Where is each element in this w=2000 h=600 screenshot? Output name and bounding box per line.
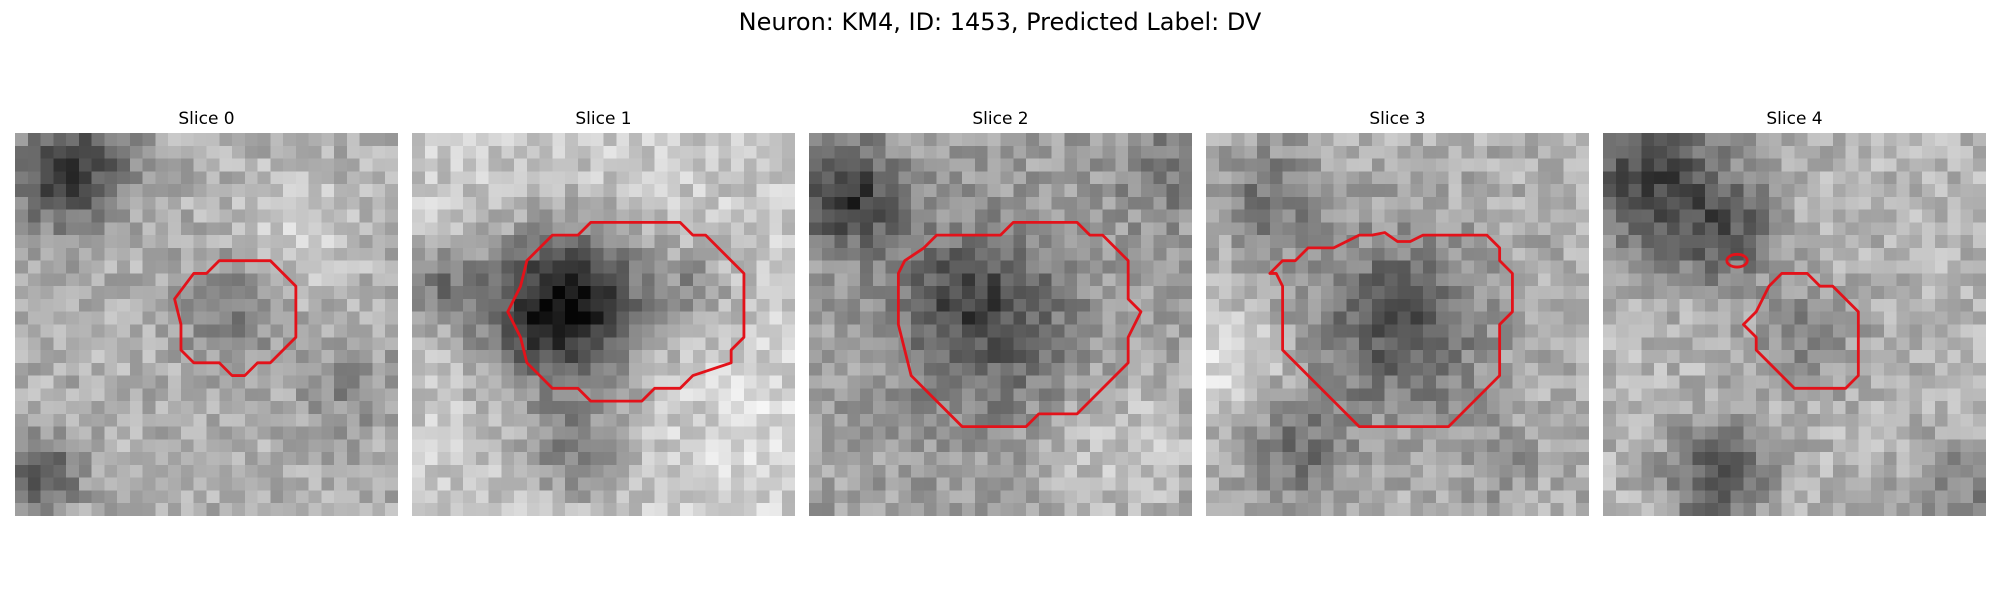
roi-contour-overlay-4 xyxy=(1725,252,1860,390)
slice-image-3 xyxy=(1206,133,1589,516)
slice-grayscale-image-0 xyxy=(15,133,398,516)
roi-contour-overlay-2 xyxy=(896,220,1143,429)
slice-grayscale-image-3 xyxy=(1206,133,1589,516)
slice-title-3: Slice 3 xyxy=(1369,109,1426,129)
roi-contour-small xyxy=(1725,252,1749,269)
roi-contour-overlay-1 xyxy=(506,220,746,403)
slice-panel-3: Slice 3 xyxy=(1206,108,1589,516)
slice-image-4 xyxy=(1603,133,1986,516)
roi-contour xyxy=(896,220,1143,429)
slice-panel-1: Slice 1 xyxy=(412,108,795,516)
slice-title-4: Slice 4 xyxy=(1766,109,1823,129)
slice-title-0: Slice 0 xyxy=(178,109,235,129)
slice-image-0 xyxy=(15,133,398,516)
roi-contour xyxy=(173,259,298,377)
slice-panel-4: Slice 4 xyxy=(1603,108,1986,516)
slice-grayscale-image-2 xyxy=(809,133,1192,516)
slice-panel-2: Slice 2 xyxy=(809,108,1192,516)
slice-image-1 xyxy=(412,133,795,516)
slice-title-1: Slice 1 xyxy=(575,109,632,129)
roi-contour xyxy=(1268,231,1514,429)
roi-contour-overlay-0 xyxy=(173,259,298,377)
slice-image-2 xyxy=(809,133,1192,516)
slice-grayscale-image-1 xyxy=(412,133,795,516)
figure-title: Neuron: KM4, ID: 1453, Predicted Label: … xyxy=(738,8,1262,36)
slice-grayscale-image-4 xyxy=(1603,133,1986,516)
slice-title-2: Slice 2 xyxy=(972,109,1029,129)
slice-panel-0: Slice 0 xyxy=(15,108,398,516)
roi-contour xyxy=(506,220,746,403)
roi-contour xyxy=(1742,272,1860,390)
roi-contour-overlay-3 xyxy=(1268,231,1514,429)
